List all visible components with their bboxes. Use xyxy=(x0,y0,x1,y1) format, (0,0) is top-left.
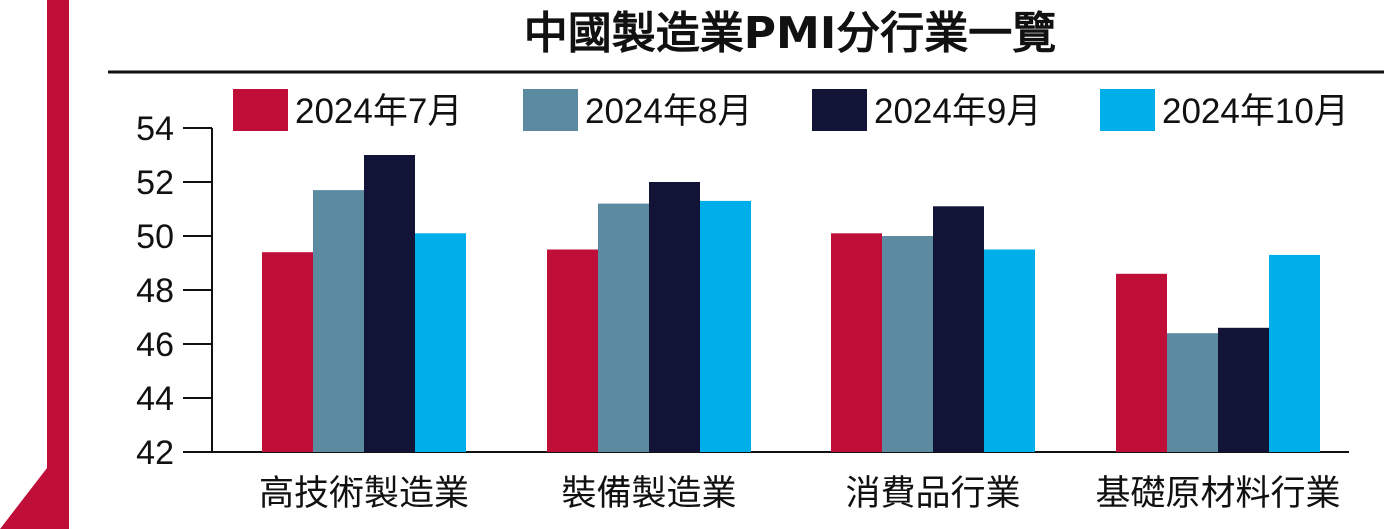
bar xyxy=(1269,254,1320,452)
legend-swatch xyxy=(1100,89,1155,131)
bars-group xyxy=(262,155,1320,452)
bar xyxy=(313,190,364,452)
x-category-label: 裝備製造業 xyxy=(561,474,736,514)
legend: 2024年7月 2024年8月 2024年9月 2024年10月 xyxy=(233,89,1349,131)
bar xyxy=(364,155,415,452)
bar xyxy=(1167,333,1218,452)
accent-decoration xyxy=(0,0,69,529)
y-tick-label: 48 xyxy=(136,272,174,310)
legend-swatch xyxy=(233,89,288,131)
accent-corner-triangle xyxy=(0,468,47,529)
bar xyxy=(262,252,313,452)
y-axis-ticks: 42 44 46 48 50 52 54 xyxy=(136,110,212,472)
bar xyxy=(415,233,466,452)
y-tick-label: 44 xyxy=(136,380,174,418)
y-tick-label: 54 xyxy=(136,110,174,148)
bar xyxy=(700,200,751,452)
bar xyxy=(984,249,1035,452)
x-category-label: 基礎原材料行業 xyxy=(1095,474,1340,514)
bar xyxy=(1116,273,1167,452)
bar xyxy=(547,249,598,452)
bar xyxy=(598,203,649,452)
legend-label: 2024年7月 xyxy=(295,92,462,131)
bar xyxy=(1218,327,1269,452)
legend-swatch xyxy=(523,89,578,131)
x-axis-categories: 高技術製造業 裝備製造業 消費品行業 基礎原材料行業 xyxy=(259,474,1341,514)
legend-swatch xyxy=(812,89,867,131)
bar xyxy=(933,206,984,452)
x-category-label: 消費品行業 xyxy=(845,474,1020,514)
y-tick-label: 50 xyxy=(136,218,174,256)
legend-label: 2024年8月 xyxy=(585,92,752,131)
bar xyxy=(831,233,882,452)
y-tick-label: 52 xyxy=(136,164,174,202)
legend-label: 2024年9月 xyxy=(874,92,1041,131)
bar xyxy=(882,236,933,452)
bar xyxy=(649,182,700,452)
accent-vertical-bar xyxy=(47,0,69,529)
y-tick-label: 46 xyxy=(136,326,174,364)
legend-label: 2024年10月 xyxy=(1162,92,1349,131)
y-tick-label: 42 xyxy=(136,434,174,472)
x-category-label: 高技術製造業 xyxy=(259,474,469,514)
chart-title: 中國製造業PMI分行業一覽 xyxy=(524,8,1056,59)
